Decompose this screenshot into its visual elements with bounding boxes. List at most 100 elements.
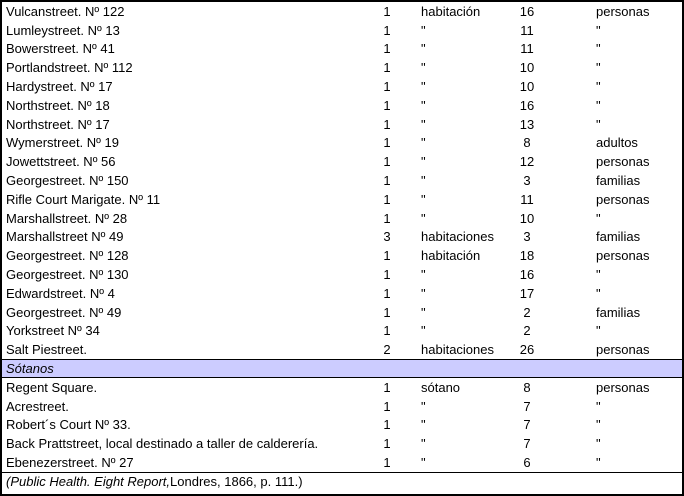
table-row: Portlandstreet. Nº 112 1 " 10 " <box>2 58 682 77</box>
occupants-unit-cell: " <box>596 436 601 452</box>
occupants-count-cell: 16 <box>519 3 535 19</box>
occupants-count-cell: 3 <box>523 229 531 245</box>
table-row: Vulcanstreet. Nº 122 1 habitación 16 persona… <box>2 2 682 21</box>
rooms-count-cell: 1 <box>383 285 391 301</box>
table-row: Regent Square. 1 sótano 8 personas <box>2 378 682 397</box>
rooms-unit-cell: " <box>421 79 426 95</box>
occupants-unit-cell: personas <box>596 342 650 358</box>
place-cell: Northstreet. Nº 18 <box>6 97 110 113</box>
occupants-unit-cell: " <box>596 22 601 38</box>
occupants-count-cell: 11 <box>520 191 534 207</box>
rooms-unit-cell: sótano <box>421 379 461 395</box>
occupants-count-cell: 16 <box>519 267 535 283</box>
rooms-unit-cell: " <box>421 323 426 339</box>
rooms-unit-cell: habitaciones <box>421 342 494 358</box>
place-cell: Bowerstreet. Nº 41 <box>6 41 115 57</box>
occupants-count-cell: 12 <box>519 154 535 170</box>
table-row: Robert´s Court Nº 33. 1 " 7 " <box>2 416 682 435</box>
occupants-count-cell: 8 <box>523 379 531 395</box>
occupants-unit-cell: personas <box>596 379 650 395</box>
rooms-unit-cell: habitación <box>421 3 481 19</box>
table-row: Marshallstreet. Nº 28 1 " 10 " <box>2 209 682 228</box>
occupants-count-cell: 11 <box>520 22 534 38</box>
table-row: Georgestreet. Nº 130 1 " 16 " <box>2 265 682 284</box>
rooms-count-cell: 1 <box>383 191 391 207</box>
rooms-count-cell: 1 <box>383 304 391 320</box>
occupants-count-cell: 6 <box>523 455 531 471</box>
table-row: Wymerstreet. Nº 19 1 " 8 adultos <box>2 134 682 153</box>
table-row: Bowerstreet. Nº 41 1 " 11 " <box>2 40 682 59</box>
rooms-count-cell: 1 <box>383 398 391 414</box>
place-cell: Northstreet. Nº 17 <box>6 116 110 132</box>
rooms-count-cell: 3 <box>383 229 391 245</box>
rooms-count-cell: 1 <box>383 173 391 189</box>
rooms-unit-cell: " <box>421 191 426 207</box>
place-cell: Vulcanstreet. Nº 122 <box>6 3 125 19</box>
table-row: Back Prattstreet, local destinado a tall… <box>2 434 682 453</box>
place-cell: Ebenezerstreet. Nº 27 <box>6 455 134 471</box>
table-row: Georgestreet. Nº 150 1 " 3 familias <box>2 171 682 190</box>
table-row: Northstreet. Nº 17 1 " 13 " <box>2 115 682 134</box>
source-title: (Public Health. Eight Report, <box>6 474 171 490</box>
occupants-count-cell: 3 <box>523 173 531 189</box>
table-row: Georgestreet. Nº 128 1 habitación 18 persona… <box>2 246 682 265</box>
table-row: Edwardstreet. Nº 4 1 " 17 " <box>2 284 682 303</box>
occupants-unit-cell: familias <box>596 173 641 189</box>
table-row: Northstreet. Nº 18 1 " 16 " <box>2 96 682 115</box>
occupants-count-cell: 17 <box>519 285 535 301</box>
occupants-unit-cell: familias <box>596 229 641 245</box>
place-cell: Georgestreet. Nº 49 <box>6 304 122 320</box>
table-row: Rifle Court Marigate. Nº 11 1 " 11 personas <box>2 190 682 209</box>
place-cell: Robert´s Court Nº 33. <box>6 417 131 433</box>
rooms-unit-cell: " <box>421 154 426 170</box>
place-cell: Marshallstreet Nº 49 <box>6 229 124 245</box>
rooms-unit-cell: " <box>421 455 426 471</box>
rooms-unit-cell: " <box>421 135 426 151</box>
place-cell: Georgestreet. Nº 128 <box>6 248 129 264</box>
place-cell: Rifle Court Marigate. Nº 11 <box>6 191 161 207</box>
table-row: Jowettstreet. Nº 56 1 " 12 personas <box>2 152 682 171</box>
rooms-count-cell: 1 <box>383 267 391 283</box>
section-header-sotanos: Sótanos <box>2 359 682 378</box>
sotanos-section-rows: Regent Square. 1 sótano 8 personas Acrestreet… <box>2 378 682 472</box>
occupants-count-cell: 18 <box>519 248 535 264</box>
place-cell: Wymerstreet. Nº 19 <box>6 135 119 151</box>
rooms-count-cell: 1 <box>383 60 391 76</box>
occupants-count-cell: 7 <box>523 436 531 452</box>
rooms-unit-cell: habitaciones <box>421 229 494 245</box>
rooms-count-cell: 1 <box>383 41 391 57</box>
rooms-count-cell: 1 <box>383 417 391 433</box>
table-row: Acrestreet. 1 " 7 " <box>2 397 682 416</box>
place-cell: Georgestreet. Nº 150 <box>6 173 129 189</box>
occupants-unit-cell: personas <box>596 191 650 207</box>
rooms-unit-cell: " <box>421 417 426 433</box>
rooms-unit-cell: " <box>421 285 426 301</box>
rooms-unit-cell: " <box>421 22 426 38</box>
occupants-unit-cell: " <box>596 417 601 433</box>
table-row: Marshallstreet Nº 49 3 habitaciones 3 famili… <box>2 228 682 247</box>
occupants-count-cell: 7 <box>523 417 531 433</box>
table-row: Salt Piestreet. 2 habitaciones 26 personas <box>2 340 682 359</box>
table-row: Georgestreet. Nº 49 1 " 2 familias <box>2 303 682 322</box>
rooms-unit-cell: " <box>421 267 426 283</box>
rooms-unit-cell: " <box>421 436 426 452</box>
rooms-count-cell: 1 <box>383 436 391 452</box>
rooms-count-cell: 1 <box>383 323 391 339</box>
rooms-count-cell: 1 <box>383 379 391 395</box>
place-cell: Acrestreet. <box>6 398 69 414</box>
rooms-count-cell: 1 <box>383 116 391 132</box>
rooms-count-cell: 1 <box>383 22 391 38</box>
rooms-unit-cell: " <box>421 173 426 189</box>
occupants-unit-cell: " <box>596 79 601 95</box>
occupants-unit-cell: " <box>596 210 601 226</box>
rooms-count-cell: 1 <box>383 210 391 226</box>
place-cell: Lumleystreet. Nº 13 <box>6 22 120 38</box>
section-header-label: Sótanos <box>6 361 54 377</box>
rooms-count-cell: 1 <box>383 3 391 19</box>
rooms-unit-cell: " <box>421 210 426 226</box>
rooms-count-cell: 1 <box>383 79 391 95</box>
occupants-unit-cell: " <box>596 398 601 414</box>
rooms-unit-cell: " <box>421 97 426 113</box>
place-cell: Regent Square. <box>6 379 98 395</box>
